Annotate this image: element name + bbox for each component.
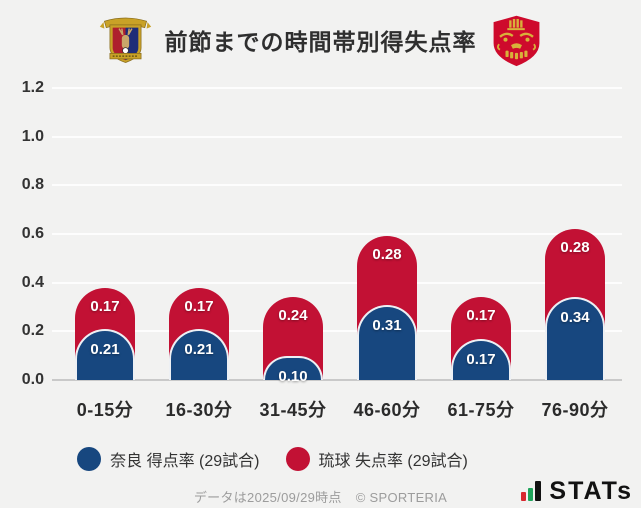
concede-value-label: 0.17 (90, 297, 120, 315)
footer-note: データは2025/09/29時点 © SPORTERIA (0, 487, 641, 506)
legend: 奈良 得点率 (29試合) 琉球 失点率 (29試合) (0, 443, 593, 475)
nara-score-bar: 0.31 (357, 304, 417, 380)
gridline (52, 184, 622, 187)
x-axis-label: 31-45分 (259, 400, 327, 420)
nara-club-logo-icon (98, 13, 153, 68)
legend-item: 奈良 得点率 (29試合) (77, 447, 260, 471)
score-value-label: 0.34 (560, 309, 590, 327)
y-axis-tick-label: 1.2 (21, 79, 44, 96)
bar-column: 0.28 0.31 (340, 88, 434, 380)
nara-score-bar: 0.34 (545, 297, 605, 380)
score-value-label: 0.21 (90, 340, 120, 358)
bars-row: 0.17 0.21 0.17 0.21 0.24 0.10 0.28 0.31 0.17 0.17… (58, 88, 622, 385)
stats-bar-green-icon (528, 488, 534, 501)
x-axis-label: 46-60分 (353, 400, 421, 420)
y-axis: 0.0 0.2 0.4 0.6 0.8 1.0 1.2 (0, 79, 44, 388)
stats-logo-bars-icon (521, 481, 542, 504)
concede-value-label: 0.28 (372, 246, 402, 264)
gridlines (52, 87, 622, 381)
data-note: データは2025/09/29時点 (193, 490, 342, 505)
chart-header: 前節までの時間帯別得失点率 (0, 10, 641, 70)
bar-column: 0.17 0.17 (434, 88, 528, 380)
gridline (52, 87, 622, 89)
legend-label: 奈良 得点率 (29試合) (110, 453, 260, 470)
nara-score-bar: 0.21 (169, 328, 229, 380)
legend-label: 琉球 失点率 (29試合) (318, 453, 468, 470)
bar-column: 0.28 0.34 (528, 88, 622, 380)
score-value-label: 0.31 (372, 316, 402, 334)
chart-title: 前節までの時間帯別得失点率 (164, 29, 477, 55)
nara-score-bar: 0.21 (75, 328, 135, 380)
bar-column: 0.17 0.21 (58, 88, 152, 380)
score-value-label: 0.21 (184, 340, 214, 358)
gridline (52, 233, 622, 235)
x-axis-label: 61-75分 (447, 400, 515, 420)
stats-bar-black-icon (535, 481, 542, 501)
y-axis-tick-label: 0.0 (21, 371, 44, 388)
stats-bar-red-icon (521, 492, 527, 501)
gridline (52, 135, 622, 138)
x-axis-label: 0-15分 (76, 400, 134, 420)
y-axis-tick-label: 1.0 (21, 127, 44, 145)
nara-score-bar: 0.10 (263, 355, 323, 385)
legend-item: 琉球 失点率 (29試合) (285, 447, 468, 471)
x-axis-baseline (52, 379, 622, 381)
stats-logo: STATs (515, 476, 633, 504)
gridline (52, 330, 622, 333)
legend-swatch-icon (77, 447, 102, 471)
score-value-label: 0.17 (466, 350, 496, 368)
concede-value-label: 0.17 (184, 297, 214, 315)
x-axis-label: 76-90分 (541, 400, 609, 420)
concede-value-label: 0.17 (466, 307, 496, 325)
concede-value-label: 0.28 (560, 239, 590, 257)
stats-logo-text: STATs (549, 477, 633, 505)
concede-value-label: 0.24 (278, 307, 308, 325)
gridline (52, 281, 622, 284)
plot-area: 0.17 0.21 0.17 0.21 0.24 0.10 0.28 0.31 0.17 0.17… (52, 87, 622, 385)
y-axis-tick-label: 0.6 (21, 225, 44, 242)
y-axis-tick-label: 0.4 (21, 273, 44, 291)
x-axis: 0-15分 16-30分 31-45分 46-60分 61-75分 76-90分 (58, 396, 622, 426)
copyright-note: © SPORTERIA (355, 490, 448, 505)
y-axis-tick-label: 0.2 (21, 322, 44, 340)
bar-column: 0.24 0.10 (246, 88, 340, 385)
y-axis-tick-label: 0.8 (21, 176, 44, 194)
score-value-label: 0.10 (278, 367, 308, 385)
fc-ryukyu-logo-icon (489, 13, 544, 68)
legend-swatch-icon (285, 447, 310, 471)
x-axis-label: 16-30分 (165, 400, 233, 420)
bar-column: 0.17 0.21 (152, 88, 246, 380)
